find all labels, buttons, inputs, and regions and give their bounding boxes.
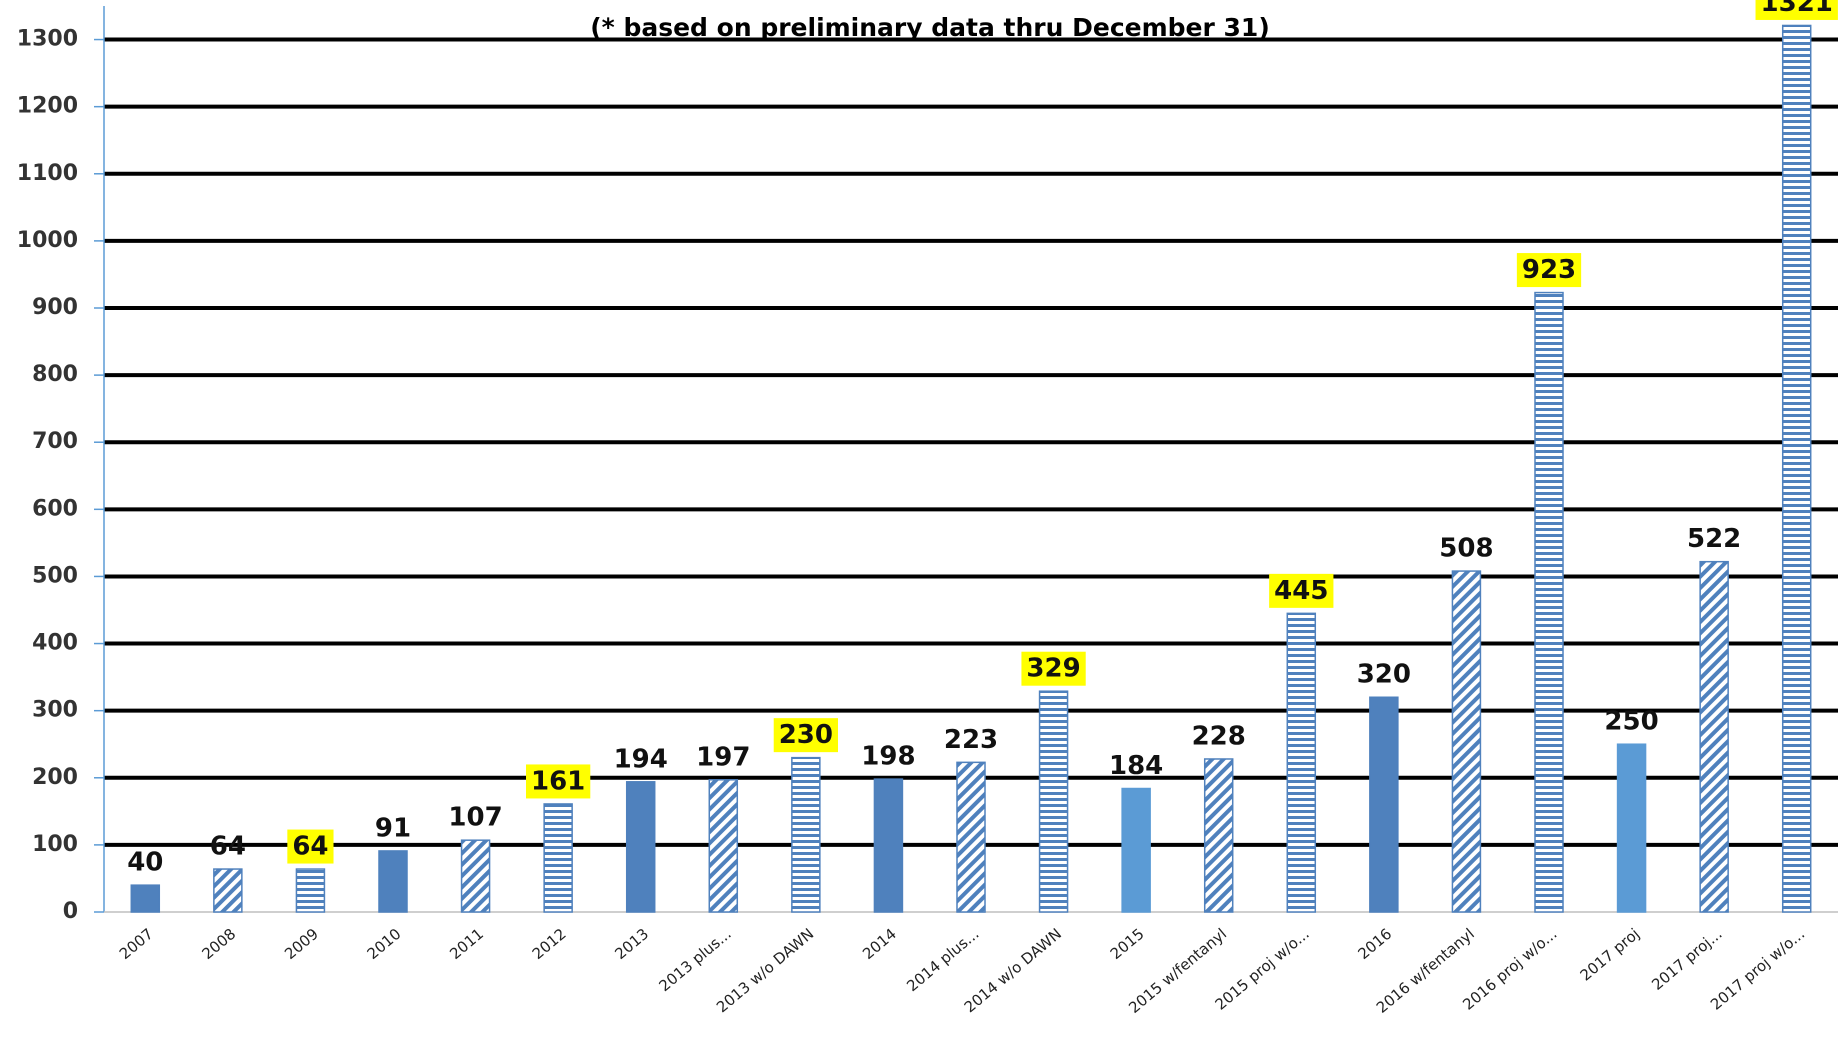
- value-label: 40: [127, 848, 163, 878]
- y-tick-label: 600: [32, 496, 78, 521]
- value-label: 64: [210, 832, 246, 862]
- x-tick-label: 2007: [116, 925, 157, 963]
- value-label: 161: [531, 766, 585, 796]
- bar: [956, 761, 986, 913]
- value-label-highlight: [1021, 651, 1086, 686]
- value-label-highlight: [773, 718, 838, 753]
- bar: [1369, 696, 1399, 913]
- value-label: 923: [1522, 255, 1576, 285]
- value-label: 64: [292, 832, 328, 862]
- x-tick-label: 2010: [364, 925, 405, 963]
- bar: [873, 778, 904, 913]
- value-label: 91: [375, 813, 411, 843]
- value-label: 1321: [1761, 0, 1833, 18]
- bar: [295, 868, 326, 913]
- value-label: 194: [614, 744, 668, 774]
- y-tick-label: 100: [32, 832, 78, 857]
- value-label-highlight: [1269, 573, 1334, 608]
- y-tick-label: 700: [32, 429, 78, 454]
- bar: [1286, 612, 1317, 913]
- bar: [1534, 291, 1564, 913]
- value-label: 197: [696, 742, 750, 772]
- value-label: 508: [1439, 534, 1493, 564]
- bar: [378, 850, 408, 913]
- value-label: 198: [861, 742, 915, 772]
- bar: [1616, 743, 1647, 913]
- y-tick-label: 400: [32, 631, 78, 656]
- x-tick-label: 2017 proj: [1577, 925, 1643, 985]
- y-tick-label: 1100: [17, 161, 78, 186]
- x-tick-label: 2013 plus...: [656, 925, 735, 996]
- value-label: 184: [1109, 751, 1163, 781]
- bar: [1699, 560, 1729, 913]
- bar: [1121, 787, 1151, 913]
- y-tick-label: 1300: [17, 27, 78, 52]
- y-tick-label: 300: [32, 698, 78, 723]
- value-label: 522: [1687, 524, 1741, 554]
- bar: [1781, 24, 1812, 913]
- x-tick-label: 2016: [1354, 925, 1395, 963]
- value-label-highlight: [526, 764, 591, 799]
- value-label-highlight: [1516, 253, 1582, 288]
- bar: [130, 884, 161, 913]
- value-label: 329: [1026, 654, 1080, 684]
- bar: [1203, 758, 1234, 913]
- bar: [1451, 570, 1482, 913]
- y-tick-label: 900: [32, 295, 78, 320]
- y-tick-label: 800: [32, 362, 78, 387]
- value-label: 250: [1604, 707, 1658, 737]
- value-label: 223: [944, 725, 998, 755]
- y-tick-label: 0: [63, 899, 78, 924]
- x-tick-label: 2017 proj...: [1648, 925, 1725, 994]
- value-label: 230: [779, 720, 833, 750]
- x-tick-label: 2013: [611, 925, 652, 963]
- chart-subtitle: (* based on preliminary data thru Decemb…: [590, 13, 1270, 42]
- bar: [708, 779, 739, 913]
- bar: [543, 803, 573, 913]
- x-tick-label: 2014 plus...: [903, 925, 982, 996]
- x-tick-label: 2015: [1107, 925, 1148, 963]
- value-label: 320: [1357, 660, 1411, 690]
- bar: [625, 781, 656, 913]
- x-tick-label: 2014: [859, 925, 900, 963]
- y-tick-label: 500: [32, 563, 78, 588]
- bar: [213, 868, 243, 913]
- value-label: 228: [1192, 721, 1246, 751]
- value-label-highlight: [287, 829, 334, 864]
- y-tick-label: 1000: [17, 228, 78, 253]
- x-tick-label: 2008: [198, 925, 239, 963]
- value-label: 107: [448, 803, 502, 833]
- value-label-highlight: [1755, 0, 1838, 20]
- bar: [460, 839, 491, 913]
- bar: [1038, 690, 1069, 913]
- bar: [791, 756, 821, 913]
- x-tick-label: 2011: [446, 925, 487, 963]
- value-label: 445: [1274, 576, 1328, 606]
- x-tick-label: 2009: [281, 925, 322, 963]
- x-tick-label: 2012: [529, 925, 570, 963]
- y-tick-label: 200: [32, 765, 78, 790]
- y-tick-label: 1200: [17, 94, 78, 119]
